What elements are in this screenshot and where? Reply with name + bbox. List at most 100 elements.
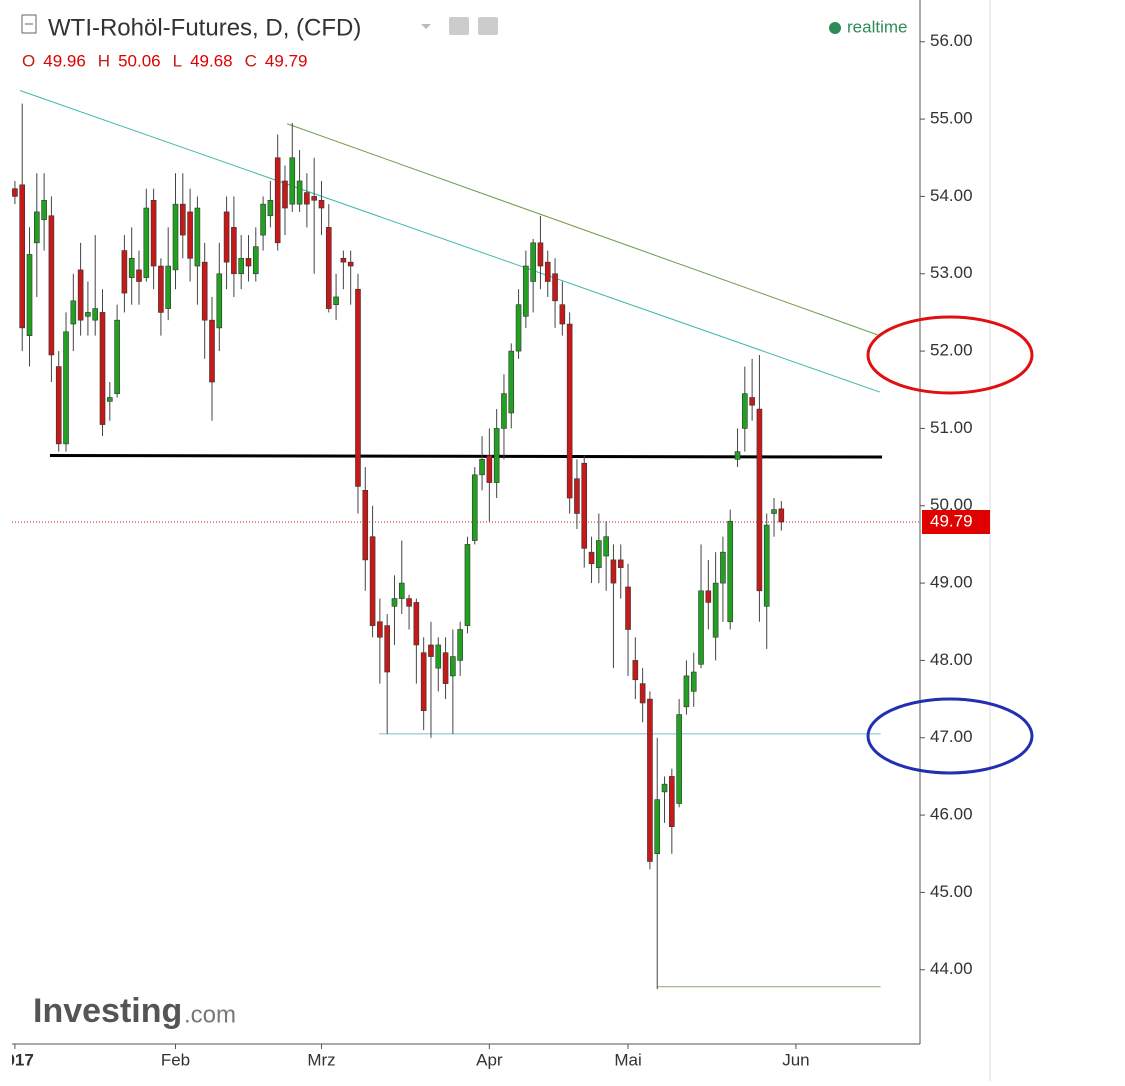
status: realtime <box>847 17 907 36</box>
candle-body <box>26 254 33 336</box>
candle-body <box>413 602 420 646</box>
candle-body <box>143 207 150 278</box>
ohlc-value: 50.06 <box>118 51 161 70</box>
candle-body <box>128 257 135 278</box>
candle-body <box>318 199 325 209</box>
candle-body <box>683 675 690 708</box>
candle-body <box>282 180 288 209</box>
candle-body <box>639 683 646 704</box>
candle-body <box>712 582 719 638</box>
candle-body <box>333 296 339 305</box>
candle-body <box>260 203 266 236</box>
candle-body <box>530 242 536 282</box>
candle-body <box>742 393 748 429</box>
eye-icon[interactable] <box>449 17 469 35</box>
x-tick-label: Jun <box>782 1050 809 1069</box>
candle-body <box>523 265 529 317</box>
candle-body <box>698 590 704 665</box>
candle-body <box>347 261 354 267</box>
candle-body <box>252 246 259 275</box>
candle-body <box>778 508 785 523</box>
candle-body <box>34 211 40 244</box>
ohlc-key: C <box>245 51 257 70</box>
x-tick-label: Mrz <box>307 1050 335 1069</box>
candle-body <box>289 157 296 205</box>
candle-body <box>223 211 230 263</box>
candle-body <box>85 312 91 317</box>
candle-body <box>209 319 215 383</box>
collapse-icon[interactable] <box>21 14 37 34</box>
candle-body <box>420 652 427 711</box>
logo-suffix: .com <box>184 1001 236 1028</box>
candle-body <box>158 265 164 313</box>
y-tick-label: 53.00 <box>930 263 973 282</box>
candle-body <box>48 215 55 356</box>
candle-body <box>150 199 157 267</box>
candle-body <box>749 397 755 406</box>
candle-body <box>734 451 741 460</box>
status-dot <box>829 22 841 34</box>
candle-body <box>172 203 179 271</box>
candle-body <box>114 319 120 394</box>
y-tick-label: 51.00 <box>930 418 973 437</box>
y-tick-label: 48.00 <box>930 650 973 669</box>
candle-body <box>201 261 208 321</box>
candle-body <box>136 269 142 282</box>
trend-line <box>49 453 883 459</box>
candle-body <box>194 207 201 267</box>
y-tick-label: 55.00 <box>930 109 973 128</box>
candle-body <box>391 598 398 607</box>
dropdown-icon[interactable] <box>421 24 431 29</box>
candle-body <box>216 273 223 329</box>
candle-body <box>77 269 84 321</box>
candle-body <box>238 257 244 275</box>
candle-body <box>471 474 478 541</box>
candle-body <box>552 273 558 302</box>
candle-body <box>99 312 106 425</box>
candle-body <box>515 304 522 352</box>
candle-body <box>245 257 252 267</box>
candle-body <box>617 559 624 568</box>
candle-body <box>559 304 566 325</box>
candle-body <box>92 308 99 321</box>
candle-body <box>369 536 376 626</box>
last-price-label: 49.79 <box>930 511 973 530</box>
candle-body <box>121 250 128 294</box>
candle-body <box>596 540 602 568</box>
trend-line <box>287 123 878 336</box>
candle-body <box>705 590 712 603</box>
candle-body <box>311 196 317 201</box>
candle-body <box>632 660 639 681</box>
chart-title: WTI-Rohöl-Futures, D, (CFD) <box>48 14 361 41</box>
candle-body <box>727 520 734 623</box>
x-tick-label: 2017 <box>0 1050 34 1069</box>
last-price-box <box>922 510 990 534</box>
candle-body <box>690 671 697 692</box>
candle-body <box>625 586 631 630</box>
candle-body <box>544 261 551 282</box>
logo: Investing <box>33 992 182 1030</box>
candle-body <box>325 227 332 309</box>
ohlc-key: H <box>98 51 110 70</box>
y-tick-label: 46.00 <box>930 805 973 824</box>
candle-body <box>501 393 507 429</box>
candle-body <box>654 799 661 855</box>
candle-body <box>486 455 493 483</box>
x-tick-label: Apr <box>476 1050 503 1069</box>
candle-body <box>661 783 668 793</box>
y-tick-label: 47.00 <box>930 727 973 746</box>
candle-body <box>450 656 456 677</box>
candle-body <box>603 536 609 557</box>
candle-body <box>457 629 463 661</box>
y-tick-label: 49.00 <box>930 573 973 592</box>
candle-body <box>63 331 69 445</box>
candle-body <box>55 366 62 445</box>
y-tick-label: 50.00 <box>930 495 973 514</box>
candle-body <box>442 652 449 684</box>
candle-body <box>41 199 47 220</box>
candle-body <box>406 598 412 607</box>
candle-body <box>508 350 515 414</box>
settings-icon[interactable] <box>478 17 498 35</box>
